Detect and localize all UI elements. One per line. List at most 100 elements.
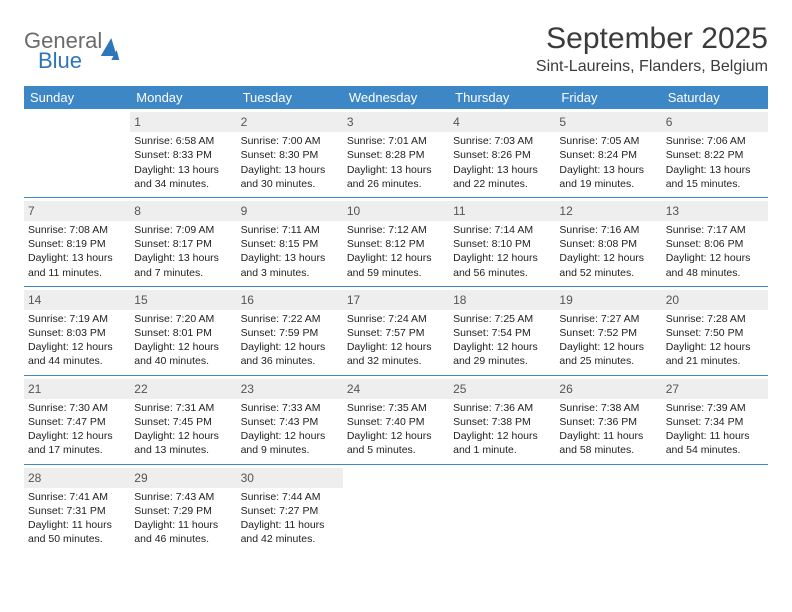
daylight-text: and 44 minutes. [28, 354, 126, 368]
sunrise-text: Sunrise: 7:12 AM [347, 223, 445, 237]
calendar-cell: . [662, 464, 768, 552]
sunset-text: Sunset: 7:36 PM [559, 415, 657, 429]
day-header: Sunday [24, 86, 130, 109]
calendar-cell: 12Sunrise: 7:16 AMSunset: 8:08 PMDayligh… [555, 197, 661, 286]
calendar-cell: . [449, 464, 555, 552]
daylight-text: and 56 minutes. [453, 266, 551, 280]
sunset-text: Sunset: 7:57 PM [347, 326, 445, 340]
daylight-text: and 21 minutes. [666, 354, 764, 368]
sunset-text: Sunset: 7:43 PM [241, 415, 339, 429]
day-header: Tuesday [237, 86, 343, 109]
daylight-text: and 59 minutes. [347, 266, 445, 280]
daylight-text: Daylight: 12 hours [134, 429, 232, 443]
day-number: 26 [555, 379, 661, 399]
calendar-cell: 1Sunrise: 6:58 AMSunset: 8:33 PMDaylight… [130, 109, 236, 197]
sunrise-text: Sunrise: 7:41 AM [28, 490, 126, 504]
day-number: 12 [555, 201, 661, 221]
logo: General Blue [24, 22, 130, 72]
sunrise-text: Sunrise: 7:19 AM [28, 312, 126, 326]
sunset-text: Sunset: 7:38 PM [453, 415, 551, 429]
calendar-cell: . [24, 109, 130, 197]
daylight-text: and 36 minutes. [241, 354, 339, 368]
sunrise-text: Sunrise: 7:33 AM [241, 401, 339, 415]
daylight-text: and 58 minutes. [559, 443, 657, 457]
sunset-text: Sunset: 8:12 PM [347, 237, 445, 251]
daylight-text: and 52 minutes. [559, 266, 657, 280]
calendar-head: SundayMondayTuesdayWednesdayThursdayFrid… [24, 86, 768, 109]
calendar-cell: 30 Sunrise: 7:44 AMSunset: 7:27 PMDayligh… [237, 464, 343, 552]
calendar-cell: 7Sunrise: 7:08 AMSunset: 8:19 PMDaylight… [24, 197, 130, 286]
sunrise-text: Sunrise: 7:17 AM [666, 223, 764, 237]
calendar-page: General Blue September 2025 Sint-Laurein… [0, 0, 792, 552]
daylight-text: and 22 minutes. [453, 177, 551, 191]
daylight-text: Daylight: 11 hours [28, 518, 126, 532]
daylight-text: Daylight: 12 hours [666, 251, 764, 265]
daylight-text: Daylight: 11 hours [241, 518, 339, 532]
daylight-text: and 7 minutes. [134, 266, 232, 280]
sunset-text: Sunset: 7:27 PM [241, 504, 339, 518]
daylight-text: and 48 minutes. [666, 266, 764, 280]
calendar-cell: 18Sunrise: 7:25 AMSunset: 7:54 PMDayligh… [449, 286, 555, 375]
daylight-text: and 3 minutes. [241, 266, 339, 280]
day-number: 19 [555, 290, 661, 310]
daylight-text: Daylight: 13 hours [241, 163, 339, 177]
sunset-text: Sunset: 8:01 PM [134, 326, 232, 340]
sunset-text: Sunset: 7:52 PM [559, 326, 657, 340]
daylight-text: Daylight: 11 hours [559, 429, 657, 443]
calendar-cell: 28Sunrise: 7:41 AMSunset: 7:31 PMDayligh… [24, 464, 130, 552]
sunrise-text: Sunrise: 7:27 AM [559, 312, 657, 326]
daylight-text: and 40 minutes. [134, 354, 232, 368]
sunrise-text: Sunrise: 7:44 AM [241, 490, 339, 504]
calendar-cell: . [343, 464, 449, 552]
calendar-cell: 4Sunrise: 7:03 AMSunset: 8:26 PMDaylight… [449, 109, 555, 197]
sunset-text: Sunset: 7:34 PM [666, 415, 764, 429]
day-header: Monday [130, 86, 236, 109]
daylight-text: Daylight: 12 hours [347, 340, 445, 354]
sunset-text: Sunset: 8:19 PM [28, 237, 126, 251]
sunset-text: Sunset: 7:50 PM [666, 326, 764, 340]
daylight-text: Daylight: 11 hours [134, 518, 232, 532]
sunset-text: Sunset: 8:22 PM [666, 148, 764, 162]
title-block: September 2025 Sint-Laureins, Flanders, … [536, 22, 768, 76]
day-number: 8 [130, 201, 236, 221]
sunrise-text: Sunrise: 7:03 AM [453, 134, 551, 148]
sunset-text: Sunset: 8:10 PM [453, 237, 551, 251]
sunset-text: Sunset: 7:45 PM [134, 415, 232, 429]
daylight-text: Daylight: 12 hours [453, 340, 551, 354]
day-number: 21 [24, 379, 130, 399]
calendar-row: 7Sunrise: 7:08 AMSunset: 8:19 PMDaylight… [24, 197, 768, 286]
sunrise-text: Sunrise: 7:01 AM [347, 134, 445, 148]
daylight-text: Daylight: 13 hours [559, 163, 657, 177]
daylight-text: Daylight: 12 hours [453, 251, 551, 265]
daylight-text: and 11 minutes. [28, 266, 126, 280]
page-header: General Blue September 2025 Sint-Laurein… [24, 22, 768, 76]
calendar-cell: 16Sunrise: 7:22 AMSunset: 7:59 PMDayligh… [237, 286, 343, 375]
day-number: 22 [130, 379, 236, 399]
title-month: September 2025 [536, 22, 768, 56]
calendar-cell: 10Sunrise: 7:12 AMSunset: 8:12 PMDayligh… [343, 197, 449, 286]
calendar-cell: . [555, 464, 661, 552]
daylight-text: Daylight: 11 hours [666, 429, 764, 443]
sunrise-text: Sunrise: 7:25 AM [453, 312, 551, 326]
calendar-cell: 26Sunrise: 7:38 AMSunset: 7:36 PMDayligh… [555, 375, 661, 464]
daylight-text: Daylight: 12 hours [347, 429, 445, 443]
day-number: 6 [662, 112, 768, 132]
sunrise-text: Sunrise: 7:31 AM [134, 401, 232, 415]
day-number: 30 [237, 468, 343, 488]
daylight-text: and 17 minutes. [28, 443, 126, 457]
daylight-text: and 26 minutes. [347, 177, 445, 191]
day-number: 9 [237, 201, 343, 221]
sunset-text: Sunset: 7:54 PM [453, 326, 551, 340]
day-header: Saturday [662, 86, 768, 109]
daylight-text: Daylight: 13 hours [134, 163, 232, 177]
day-number: 13 [662, 201, 768, 221]
calendar-cell: 5Sunrise: 7:05 AMSunset: 8:24 PMDaylight… [555, 109, 661, 197]
day-number: 11 [449, 201, 555, 221]
sunset-text: Sunset: 8:08 PM [559, 237, 657, 251]
daylight-text: and 42 minutes. [241, 532, 339, 546]
day-number: 25 [449, 379, 555, 399]
daylight-text: and 5 minutes. [347, 443, 445, 457]
day-number: 29 [130, 468, 236, 488]
calendar-table: SundayMondayTuesdayWednesdayThursdayFrid… [24, 86, 768, 552]
sunrise-text: Sunrise: 7:11 AM [241, 223, 339, 237]
